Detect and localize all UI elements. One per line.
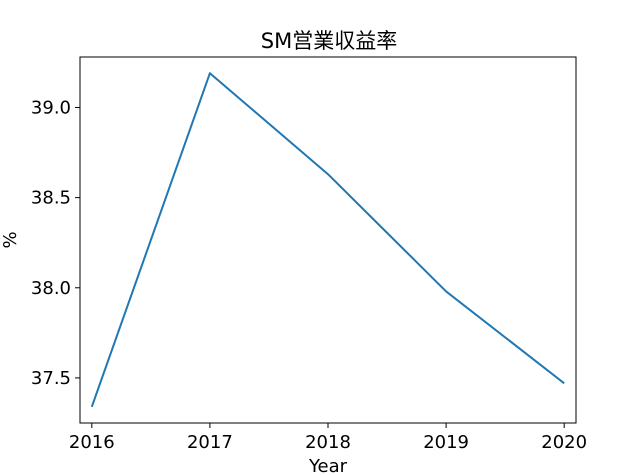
y-tick-label: 38.0	[31, 278, 71, 299]
y-axis-label: %	[0, 231, 21, 248]
x-axis-label: Year	[308, 456, 348, 475]
x-axis: 2016 2017 2018 2019 2020	[69, 423, 587, 453]
y-axis: 37.5 38.0 38.5 39.0	[31, 97, 80, 389]
series-line	[90, 72, 565, 408]
x-tick-label: 2019	[423, 432, 469, 453]
plot-area	[79, 56, 577, 424]
y-tick-label: 37.5	[31, 368, 71, 389]
x-tick-label: 2016	[69, 432, 115, 453]
y-tick-label: 39.0	[31, 97, 71, 118]
chart-title: SM営業収益率	[261, 29, 397, 53]
x-tick-label: 2017	[187, 432, 233, 453]
x-tick-label: 2020	[541, 432, 587, 453]
x-tick-label: 2018	[305, 432, 351, 453]
y-tick-label: 38.5	[31, 188, 71, 209]
